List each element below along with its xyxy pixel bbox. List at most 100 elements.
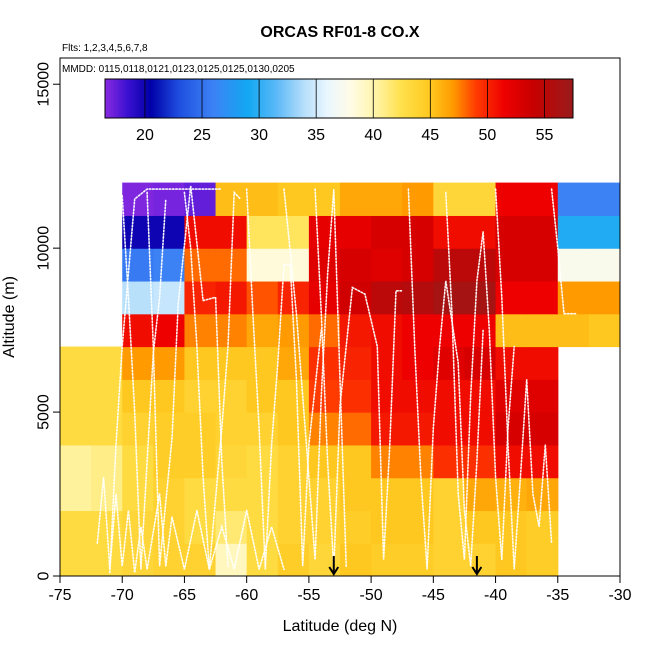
colorbar-swatch	[489, 79, 492, 118]
heatmap-cell	[215, 280, 248, 315]
colorbar-swatch	[243, 79, 246, 118]
chart-subtitle-flights: Flts: 1,2,3,4,5,6,7,8	[62, 43, 148, 54]
flight-track	[245, 188, 323, 570]
colorbar-swatch	[117, 79, 120, 118]
colorbar-swatch	[483, 79, 486, 118]
heatmap-cell	[433, 182, 466, 216]
heatmap-cell	[60, 510, 92, 544]
colorbar-swatch	[501, 79, 504, 118]
colorbar-swatch	[447, 79, 450, 118]
colorbar-swatch	[513, 79, 516, 118]
heatmap-cell	[526, 248, 559, 282]
heatmap-cell	[371, 444, 403, 479]
heatmap-cell	[277, 182, 310, 216]
heatmap-cell	[557, 248, 590, 282]
colorbar-swatch	[445, 79, 448, 118]
colorbar-swatch	[109, 79, 112, 118]
colorbar-swatch	[257, 79, 260, 118]
heatmap-cell	[557, 313, 590, 348]
heatmap-cell	[402, 313, 434, 348]
heatmap-cell	[153, 412, 186, 446]
heatmap-cell	[246, 182, 279, 216]
heatmap-cell	[495, 215, 528, 249]
x-tick-label: -30	[608, 587, 631, 604]
colorbar-swatch	[273, 79, 276, 118]
heatmap-cell	[153, 543, 186, 576]
colorbar-swatch	[567, 79, 570, 118]
colorbar-swatch	[321, 79, 324, 118]
heatmap-cell	[91, 543, 123, 576]
colorbar-swatch	[309, 79, 312, 118]
colorbar-swatch	[111, 79, 114, 118]
colorbar-swatch	[387, 79, 390, 118]
colorbar-swatch	[141, 79, 144, 118]
colorbar-swatch	[515, 79, 518, 118]
colorbar-swatch	[281, 79, 284, 118]
heatmap-cell	[433, 280, 466, 315]
colorbar-swatch	[235, 79, 238, 118]
colorbar-swatch	[529, 79, 532, 118]
heatmap-cell	[91, 444, 123, 479]
colorbar-swatch	[233, 79, 236, 118]
colorbar-swatch	[485, 79, 488, 118]
colorbar-swatch	[145, 79, 148, 118]
colorbar-swatch	[455, 79, 458, 118]
colorbar-swatch	[479, 79, 482, 118]
colorbar-swatch	[533, 79, 536, 118]
heatmap-cell	[308, 280, 341, 315]
colorbar-swatch	[571, 79, 574, 118]
heatmap-cell	[340, 412, 372, 446]
heatmap-cell	[122, 313, 154, 348]
colorbar-swatch	[365, 79, 368, 118]
colorbar-swatch	[157, 79, 160, 118]
colorbar-swatch	[279, 79, 282, 118]
colorbar-swatch	[359, 79, 362, 118]
colorbar-swatch	[113, 79, 116, 118]
heatmap-cell	[153, 248, 186, 282]
colorbar-swatch	[439, 79, 442, 118]
colorbar-swatch	[159, 79, 162, 118]
colorbar-swatch	[375, 79, 378, 118]
colorbar-swatch	[463, 79, 466, 118]
heatmap-cell	[526, 313, 559, 348]
colorbar-swatch	[327, 79, 330, 118]
y-tick-label: 0	[36, 571, 53, 580]
colorbar-swatch	[383, 79, 386, 118]
plot-frame	[59, 57, 621, 577]
colorbar-swatch	[535, 79, 538, 118]
colorbar-swatch	[303, 79, 306, 118]
colorbar-swatch	[519, 79, 522, 118]
heatmap-cell	[402, 248, 434, 282]
colorbar-swatch	[377, 79, 380, 118]
colorbar-swatch	[253, 79, 256, 118]
colorbar-swatch	[539, 79, 542, 118]
x-axis-label: Latitude (deg N)	[283, 618, 398, 635]
heatmap-cell	[60, 412, 92, 446]
colorbar-swatch	[487, 79, 490, 118]
colorbar-swatch	[341, 79, 344, 118]
arrow-head	[471, 566, 483, 576]
heatmap-cell	[340, 182, 372, 216]
colorbar-swatch	[335, 79, 338, 118]
heatmap-cell	[277, 477, 310, 512]
heatmap-cell	[588, 215, 620, 249]
colorbar-swatch	[125, 79, 128, 118]
heatmap-cell	[277, 346, 310, 380]
heatmap-cell	[371, 510, 403, 544]
colorbar-swatch	[147, 79, 150, 118]
colorbar-swatch	[551, 79, 554, 118]
heatmap-cell	[340, 313, 372, 348]
heatmap-cell	[184, 444, 217, 479]
heatmap-cell	[215, 477, 248, 512]
colorbar-swatch	[469, 79, 472, 118]
heatmap-cell	[153, 346, 186, 380]
colorbar-swatch	[155, 79, 158, 118]
colorbar-swatch	[379, 79, 382, 118]
x-tick-label: -65	[173, 587, 196, 604]
colorbar-swatch	[183, 79, 186, 118]
heatmap-cell	[371, 543, 403, 576]
colorbar-swatch	[239, 79, 242, 118]
colorbar-swatch	[413, 79, 416, 118]
colorbar-swatch	[399, 79, 402, 118]
